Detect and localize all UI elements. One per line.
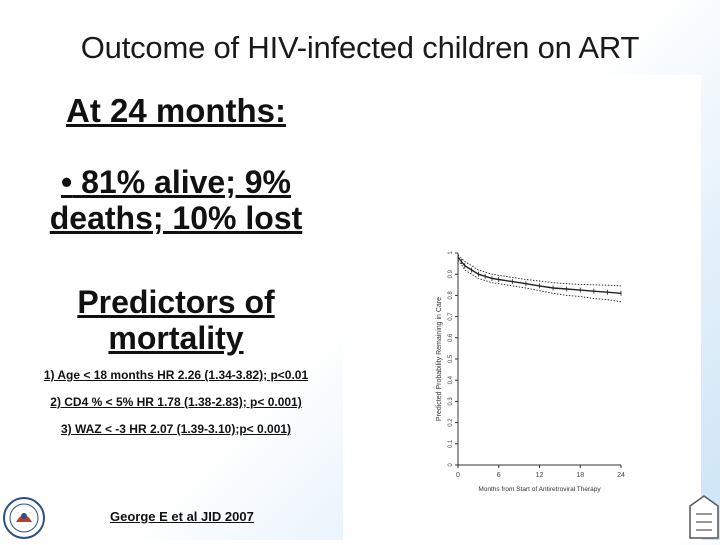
- y-tick-label: 0.4: [448, 375, 454, 384]
- y-tick-label: 0.7: [448, 312, 454, 321]
- predictor-item: 3) WAZ < -3 HR 2.07 (1.39-3.10);p< 0.001…: [60, 422, 292, 436]
- predictor-item: 2) CD4 % < 5% HR 1.78 (1.38-2.83); p< 0.…: [50, 395, 302, 409]
- x-tick-label: 24: [617, 472, 625, 479]
- bullet-mark: •: [61, 164, 73, 200]
- y-tick-label: 0.8: [448, 291, 454, 300]
- x-tick-label: 0: [456, 472, 460, 479]
- x-tick-label: 18: [576, 472, 584, 479]
- x-axis-label: Months from Start of Antiretroviral Ther…: [478, 486, 601, 493]
- citation: George E et al JID 2007: [110, 509, 254, 524]
- slide-title: Outcome of HIV-infected children on ART: [80, 30, 640, 65]
- y-tick-label: 0.2: [448, 418, 454, 427]
- outcome-bullet: • 81% alive; 9% deaths; 10% lost: [10, 164, 342, 236]
- left-text-column: At 24 months: • 81% alive; 9% deaths; 10…: [10, 92, 342, 449]
- outcome-text: 81% alive; 9% deaths; 10% lost: [49, 164, 303, 236]
- predictors-heading: Predictors of mortality: [77, 284, 275, 356]
- y-tick-label: 1: [448, 251, 454, 255]
- y-tick-label: 0.5: [448, 354, 454, 363]
- predictor-item: 1) Age < 18 months HR 2.26 (1.34-3.82); …: [43, 368, 309, 382]
- y-tick-label: 0.1: [448, 439, 454, 448]
- confidence-bound-line: [457, 260, 622, 303]
- chart-panel: 0 0.1 0.2 0.3 0.4 0.5 0.6 0.7 0.8 0.9 1 0 6 12 18 24 Mon…: [343, 75, 701, 540]
- heading-24-months: At 24 months:: [65, 92, 286, 129]
- confidence-bound-line: [457, 254, 622, 287]
- predictor-list: 1) Age < 18 months HR 2.26 (1.34-3.82); …: [10, 368, 342, 436]
- x-tick-label: 6: [497, 472, 501, 479]
- survival-chart: 0 0.1 0.2 0.3 0.4 0.5 0.6 0.7 0.8 0.9 1 0 6 12 18 24 Mon…: [436, 251, 625, 493]
- y-tick-label: 0: [448, 463, 454, 467]
- institution-seal-icon: [3, 497, 45, 539]
- corner-logo-icon: [689, 495, 719, 539]
- y-tick-label: 0.3: [448, 397, 454, 406]
- y-axis-label: Predicted Probability Remaining in Care: [436, 297, 443, 421]
- y-tick-label: 0.9: [448, 269, 454, 278]
- x-tick-label: 12: [536, 472, 544, 479]
- y-tick-label: 0.6: [448, 333, 454, 342]
